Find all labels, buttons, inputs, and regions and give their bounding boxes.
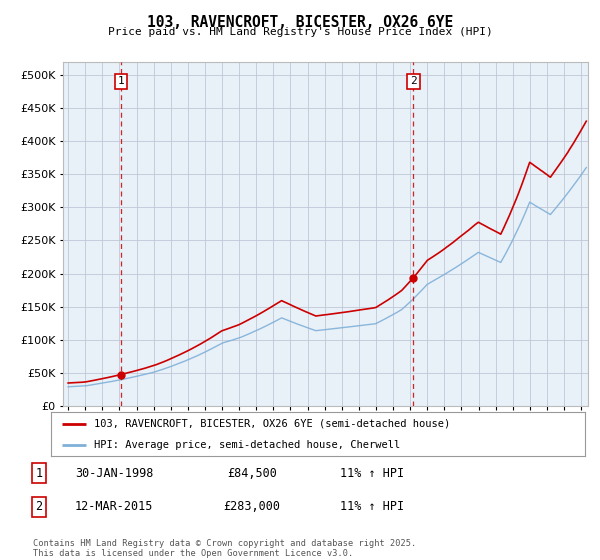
Text: Contains HM Land Registry data © Crown copyright and database right 2025.
This d: Contains HM Land Registry data © Crown c… [33, 539, 416, 558]
Text: 30-JAN-1998: 30-JAN-1998 [75, 466, 153, 480]
Text: 2: 2 [410, 77, 417, 86]
Text: HPI: Average price, semi-detached house, Cherwell: HPI: Average price, semi-detached house,… [94, 440, 400, 450]
Text: 103, RAVENCROFT, BICESTER, OX26 6YE (semi-detached house): 103, RAVENCROFT, BICESTER, OX26 6YE (sem… [94, 419, 450, 429]
Text: 12-MAR-2015: 12-MAR-2015 [75, 500, 153, 514]
Text: Price paid vs. HM Land Registry's House Price Index (HPI): Price paid vs. HM Land Registry's House … [107, 27, 493, 37]
Text: £84,500: £84,500 [227, 466, 277, 480]
Text: 103, RAVENCROFT, BICESTER, OX26 6YE: 103, RAVENCROFT, BICESTER, OX26 6YE [147, 15, 453, 30]
Text: 1: 1 [35, 466, 43, 480]
Text: 1: 1 [118, 77, 124, 86]
Text: 11% ↑ HPI: 11% ↑ HPI [340, 500, 404, 514]
Text: 2: 2 [35, 500, 43, 514]
Text: 11% ↑ HPI: 11% ↑ HPI [340, 466, 404, 480]
Text: £283,000: £283,000 [223, 500, 281, 514]
